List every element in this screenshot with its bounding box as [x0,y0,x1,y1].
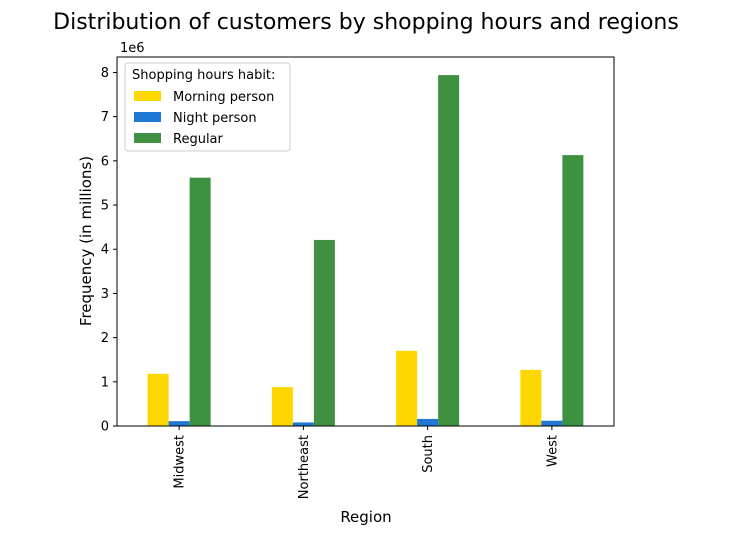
y-tick-label: 2 [101,331,109,346]
y-tick-label: 0 [101,420,109,435]
y-tick-label: 4 [101,243,109,258]
legend: Shopping hours habit: Morning person Nigh… [124,62,291,152]
bar-west-morning-person [520,369,542,426]
x-axis: Midwest Northeast South West [173,426,560,499]
bar-west-regular [562,155,584,426]
legend-swatch [134,133,161,143]
legend-label: Night person [173,111,257,126]
bar-northeast-morning-person [271,387,293,426]
y-tick-label: 5 [101,199,109,214]
legend-swatch [134,112,161,122]
bar-midwest-morning-person [147,373,169,426]
plot-area [147,75,584,426]
bar-south-morning-person [396,350,418,426]
y-tick-label: 3 [101,287,109,302]
y-tick-label: 8 [101,66,109,81]
x-tick-label: West [545,435,560,467]
y-tick-label: 1 [101,375,109,390]
x-axis-label: Region [340,508,391,526]
bar-northeast-regular [313,239,335,426]
y-axis-label: Frequency (in millions) [77,156,95,326]
legend-label: Morning person [173,90,274,105]
bar-south-night-person [417,418,439,426]
bar-midwest-regular [189,177,211,426]
y-tick-label: 6 [101,154,109,169]
x-tick-label: Northeast [297,435,312,499]
bar-midwest-night-person [168,421,190,426]
bar-south-regular [438,75,460,426]
legend-label: Regular [173,132,224,147]
chart-title: Distribution of customers by shopping ho… [53,10,679,35]
x-tick-label: South [421,435,436,473]
bar-west-night-person [541,420,563,426]
legend-title: Shopping hours habit: [132,68,275,83]
bar-northeast-night-person [292,422,314,426]
legend-box [124,62,291,152]
x-tick-label: Midwest [173,435,188,489]
y-offset-label: 1e6 [120,41,145,56]
axes-frame [116,56,615,427]
y-axis: 0 1 2 3 4 5 6 7 8 [101,66,117,435]
y-tick-label: 7 [101,110,109,125]
legend-swatch [134,91,161,101]
